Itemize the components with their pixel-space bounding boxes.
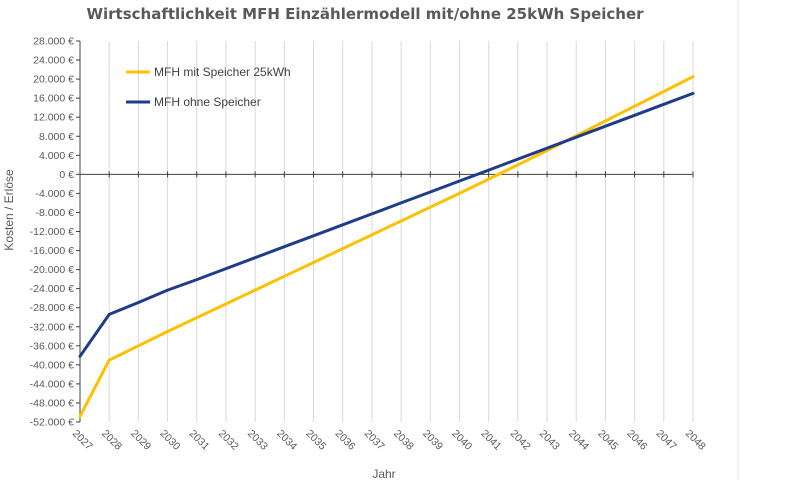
series-line-2: [78, 91, 695, 358]
x-axis-title: Jahr: [372, 467, 395, 480]
y-tick-label: -16.000 €: [30, 245, 75, 257]
x-tick-label: 2043: [537, 428, 562, 453]
y-tick-label: -48.000 €: [30, 397, 75, 409]
x-tick-label: 2033: [245, 428, 270, 453]
x-tick-label: 2040: [449, 428, 474, 453]
x-axis: 2027 2028 2029 2030 2031 2032 2033 2034 2035 2036…: [70, 171, 708, 453]
x-tick-label: 2045: [595, 428, 620, 453]
x-tick-label: 2044: [566, 428, 591, 453]
y-tick-label: -40.000 €: [30, 359, 75, 371]
x-tick-label: 2030: [157, 428, 182, 453]
legend-label-1: MFH mit Speicher 25kWh: [154, 65, 291, 79]
y-tick-label: 8.000 €: [39, 131, 74, 143]
legend-label-2: MFH ohne Speicher: [154, 95, 261, 109]
x-tick-label: 2048: [683, 428, 708, 453]
x-tick-label: 2027: [70, 428, 95, 453]
series-lines: [78, 75, 695, 418]
legend: MFH mit Speicher 25kWh MFH ohne Speicher: [126, 65, 291, 109]
x-tick-label: 2041: [479, 428, 504, 453]
grid: [79, 41, 694, 422]
y-tick-label: 12.000 €: [33, 112, 74, 124]
y-tick-label: -28.000 €: [30, 302, 75, 314]
x-tick-label: 2036: [333, 428, 358, 453]
x-tick-label: 2038: [391, 428, 416, 453]
y-tick-label: 4.000 €: [39, 150, 74, 162]
chart-title: Wirtschaftlichkeit MFH Einzählermodell m…: [86, 5, 644, 23]
x-tick-label: 2039: [420, 428, 445, 453]
y-tick-label: -4.000 €: [35, 188, 74, 200]
x-tick-label: 2031: [187, 428, 212, 453]
y-tick-label: 20.000 €: [33, 74, 74, 86]
x-tick-label: 2042: [508, 428, 533, 453]
y-tick-label: -52.000 €: [30, 417, 75, 429]
y-tick-label: 24.000 €: [33, 55, 74, 67]
y-tick-label: 0 €: [59, 169, 74, 181]
x-tick-label: 2032: [216, 428, 241, 453]
y-tick-label: -20.000 €: [30, 264, 75, 276]
x-tick-label: 2029: [128, 428, 153, 453]
x-tick-label: 2035: [303, 428, 328, 453]
x-tick-label: 2047: [654, 428, 679, 453]
y-tick-label: 16.000 €: [33, 93, 74, 105]
x-tick-label: 2034: [274, 428, 299, 453]
x-tick-label: 2028: [99, 428, 124, 453]
y-tick-label: -8.000 €: [35, 207, 74, 219]
y-axis-title: Kosten / Erlöse: [2, 169, 16, 251]
y-tick-label: -12.000 €: [30, 226, 75, 238]
x-tick-label: 2046: [624, 428, 649, 453]
y-tick-label: -24.000 €: [30, 283, 75, 295]
y-tick-label: -32.000 €: [30, 321, 75, 333]
y-tick-label: 28.000 €: [33, 36, 74, 48]
series-line-1: [78, 75, 695, 418]
y-tick-label: -44.000 €: [30, 378, 75, 390]
y-tick-label: -36.000 €: [30, 340, 75, 352]
x-tick-label: 2037: [362, 428, 387, 453]
y-axis: 28.000 € 24.000 € 20.000 € 16.000 € 12.000 €…: [30, 36, 81, 429]
